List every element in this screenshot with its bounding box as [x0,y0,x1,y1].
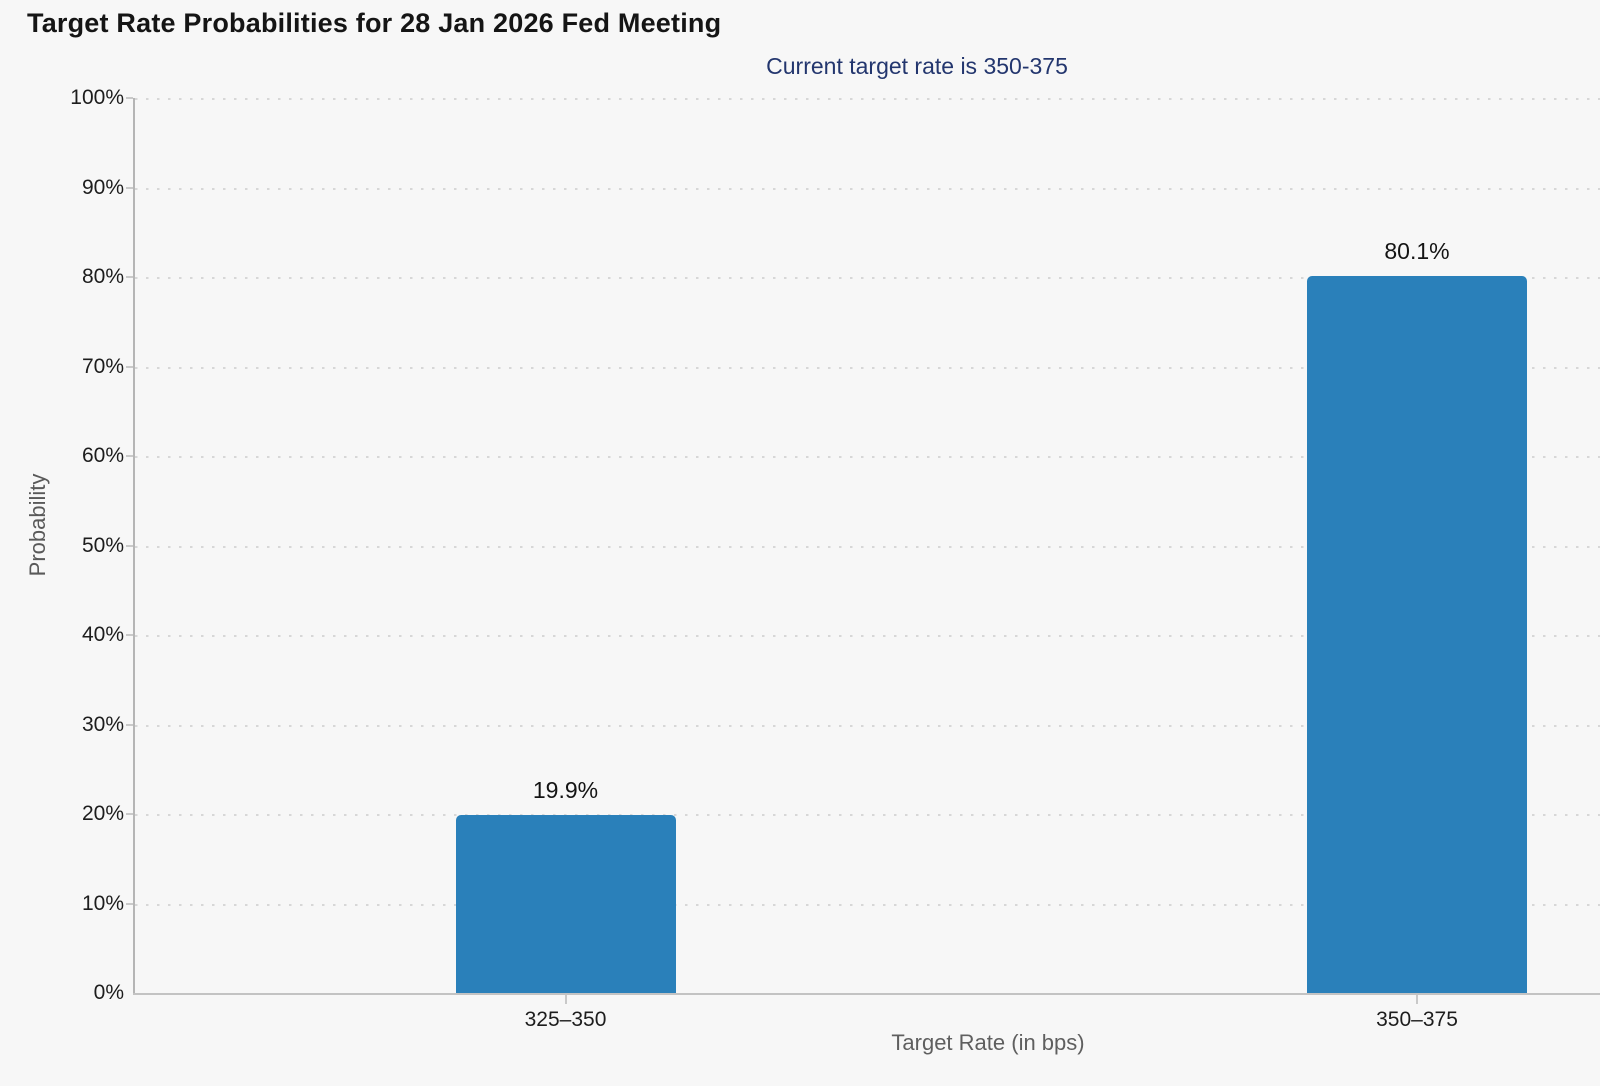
chart-subtitle: Current target rate is 350-375 [766,53,1068,79]
y-tick-mark [126,634,133,636]
gridline [135,277,1600,279]
y-tick-label: 40% [81,623,124,646]
y-tick-label: 60% [81,444,124,467]
y-axis-line [133,98,135,993]
x-tick-label: 350–375 [1376,1008,1458,1031]
y-tick-label: 30% [81,712,124,736]
y-tick-mark [126,813,133,815]
x-tick-label: 325–350 [524,1008,607,1031]
bar-value-label: 80.1% [1384,238,1450,265]
y-tick-mark [126,276,133,278]
chart-title: Target Rate Probabilities for 28 Jan 202… [27,8,722,38]
probability-bar[interactable] [1307,276,1527,993]
y-tick-label: 20% [81,802,124,825]
x-tick-mark [564,995,567,1004]
x-axis-line [133,993,1600,995]
gridline [135,903,1600,906]
y-tick-mark [126,97,133,99]
y-tick-mark [126,544,133,547]
y-tick-label: 10% [81,891,124,915]
y-tick-mark [126,365,133,368]
y-tick-mark [126,186,133,189]
x-tick-mark [1416,995,1418,1004]
gridline [135,456,1600,458]
plot-area: 19.9% 80.1% 325–350 350–375 [126,97,1600,1031]
gridline [135,635,1600,637]
y-tick-label: 0% [93,981,124,1004]
y-tick-mark [126,723,133,726]
gridline [135,98,1600,100]
gridline [135,724,1600,727]
gridline [135,814,1600,816]
y-tick-label: 100% [70,86,124,109]
y-tick-label: 80% [81,265,124,288]
y-tick-mark [126,902,133,905]
y-axis-tick-labels: 0% 10% 20% 30% 40% 50% 60% 70% 80% 90% 100% [0,86,124,1004]
gridline [135,545,1600,548]
bar-value-label: 19.9% [532,776,599,803]
gridline [135,366,1600,369]
gridline [135,187,1600,190]
y-tick-label: 70% [81,354,124,378]
y-tick-mark [126,455,133,457]
y-axis-title: Probability [25,473,50,577]
y-tick-label: 50% [81,533,124,557]
y-tick-label: 90% [81,175,124,199]
x-axis-title: Target Rate (in bps) [891,1030,1085,1055]
probability-bar[interactable] [455,814,676,993]
